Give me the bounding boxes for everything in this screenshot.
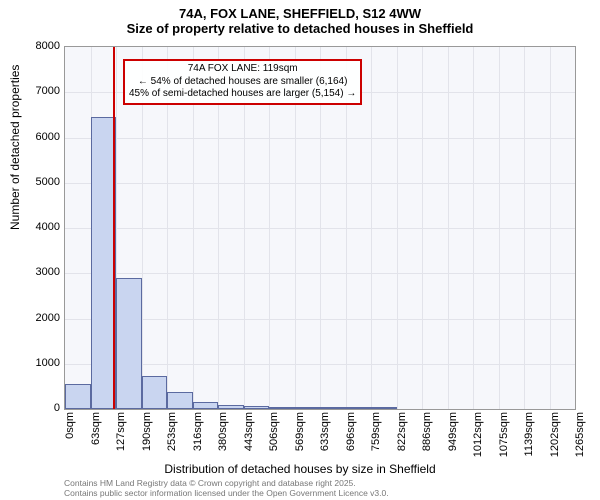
xtick-label: 506sqm [268,412,280,472]
ytick-label: 5000 [10,176,60,188]
ytick-label: 2000 [10,312,60,324]
histogram-bar [269,407,295,409]
xtick-label: 1265sqm [574,412,586,472]
annotation-line3: 45% of semi-detached houses are larger (… [129,88,356,101]
ytick-label: 8000 [10,40,60,52]
xtick-label: 1075sqm [498,412,510,472]
annotation-line2: ← 54% of detached houses are smaller (6,… [129,76,356,89]
ytick-label: 3000 [10,266,60,278]
histogram-bar [244,406,270,409]
xtick-label: 63sqm [90,412,102,472]
histogram-bar [346,407,372,409]
xtick-label: 759sqm [370,412,382,472]
ytick-label: 6000 [10,131,60,143]
footer-line2: Contains public sector information licen… [64,488,389,498]
histogram-bar [167,392,193,409]
xtick-label: 822sqm [396,412,408,472]
ytick-label: 1000 [10,357,60,369]
xtick-label: 253sqm [166,412,178,472]
xtick-label: 0sqm [64,412,76,472]
gridline-v [422,47,423,409]
xtick-label: 443sqm [243,412,255,472]
histogram-bar [193,402,219,409]
histogram-bar [320,407,346,409]
xtick-label: 696sqm [345,412,357,472]
ytick-label: 0 [10,402,60,414]
histogram-bar [142,376,168,409]
chart-plot-area: 74A FOX LANE: 119sqm← 54% of detached ho… [64,46,576,410]
annotation-box: 74A FOX LANE: 119sqm← 54% of detached ho… [123,59,362,105]
histogram-bar [218,405,244,409]
histogram-bar [116,278,142,409]
gridline-v [371,47,372,409]
chart-title-main: 74A, FOX LANE, SHEFFIELD, S12 4WW [0,0,600,21]
property-marker-line [113,47,115,409]
attribution-footer: Contains HM Land Registry data © Crown c… [64,478,389,498]
xtick-label: 1139sqm [523,412,535,472]
gridline-v [473,47,474,409]
xtick-label: 190sqm [141,412,153,472]
gridline-v [448,47,449,409]
xtick-label: 886sqm [421,412,433,472]
footer-line1: Contains HM Land Registry data © Crown c… [64,478,389,488]
xtick-label: 1012sqm [472,412,484,472]
chart-title-sub: Size of property relative to detached ho… [0,21,600,40]
gridline-v [499,47,500,409]
ytick-label: 7000 [10,85,60,97]
xtick-label: 569sqm [294,412,306,472]
gridline-v [550,47,551,409]
histogram-bar [371,407,397,409]
xtick-label: 316sqm [192,412,204,472]
histogram-bar [65,384,91,409]
xtick-label: 127sqm [115,412,127,472]
histogram-bar [295,407,321,409]
xtick-label: 949sqm [447,412,459,472]
gridline-v [397,47,398,409]
annotation-line1: 74A FOX LANE: 119sqm [129,63,356,76]
xtick-label: 633sqm [319,412,331,472]
gridline-v [524,47,525,409]
xtick-label: 380sqm [217,412,229,472]
xtick-label: 1202sqm [549,412,561,472]
ytick-label: 4000 [10,221,60,233]
